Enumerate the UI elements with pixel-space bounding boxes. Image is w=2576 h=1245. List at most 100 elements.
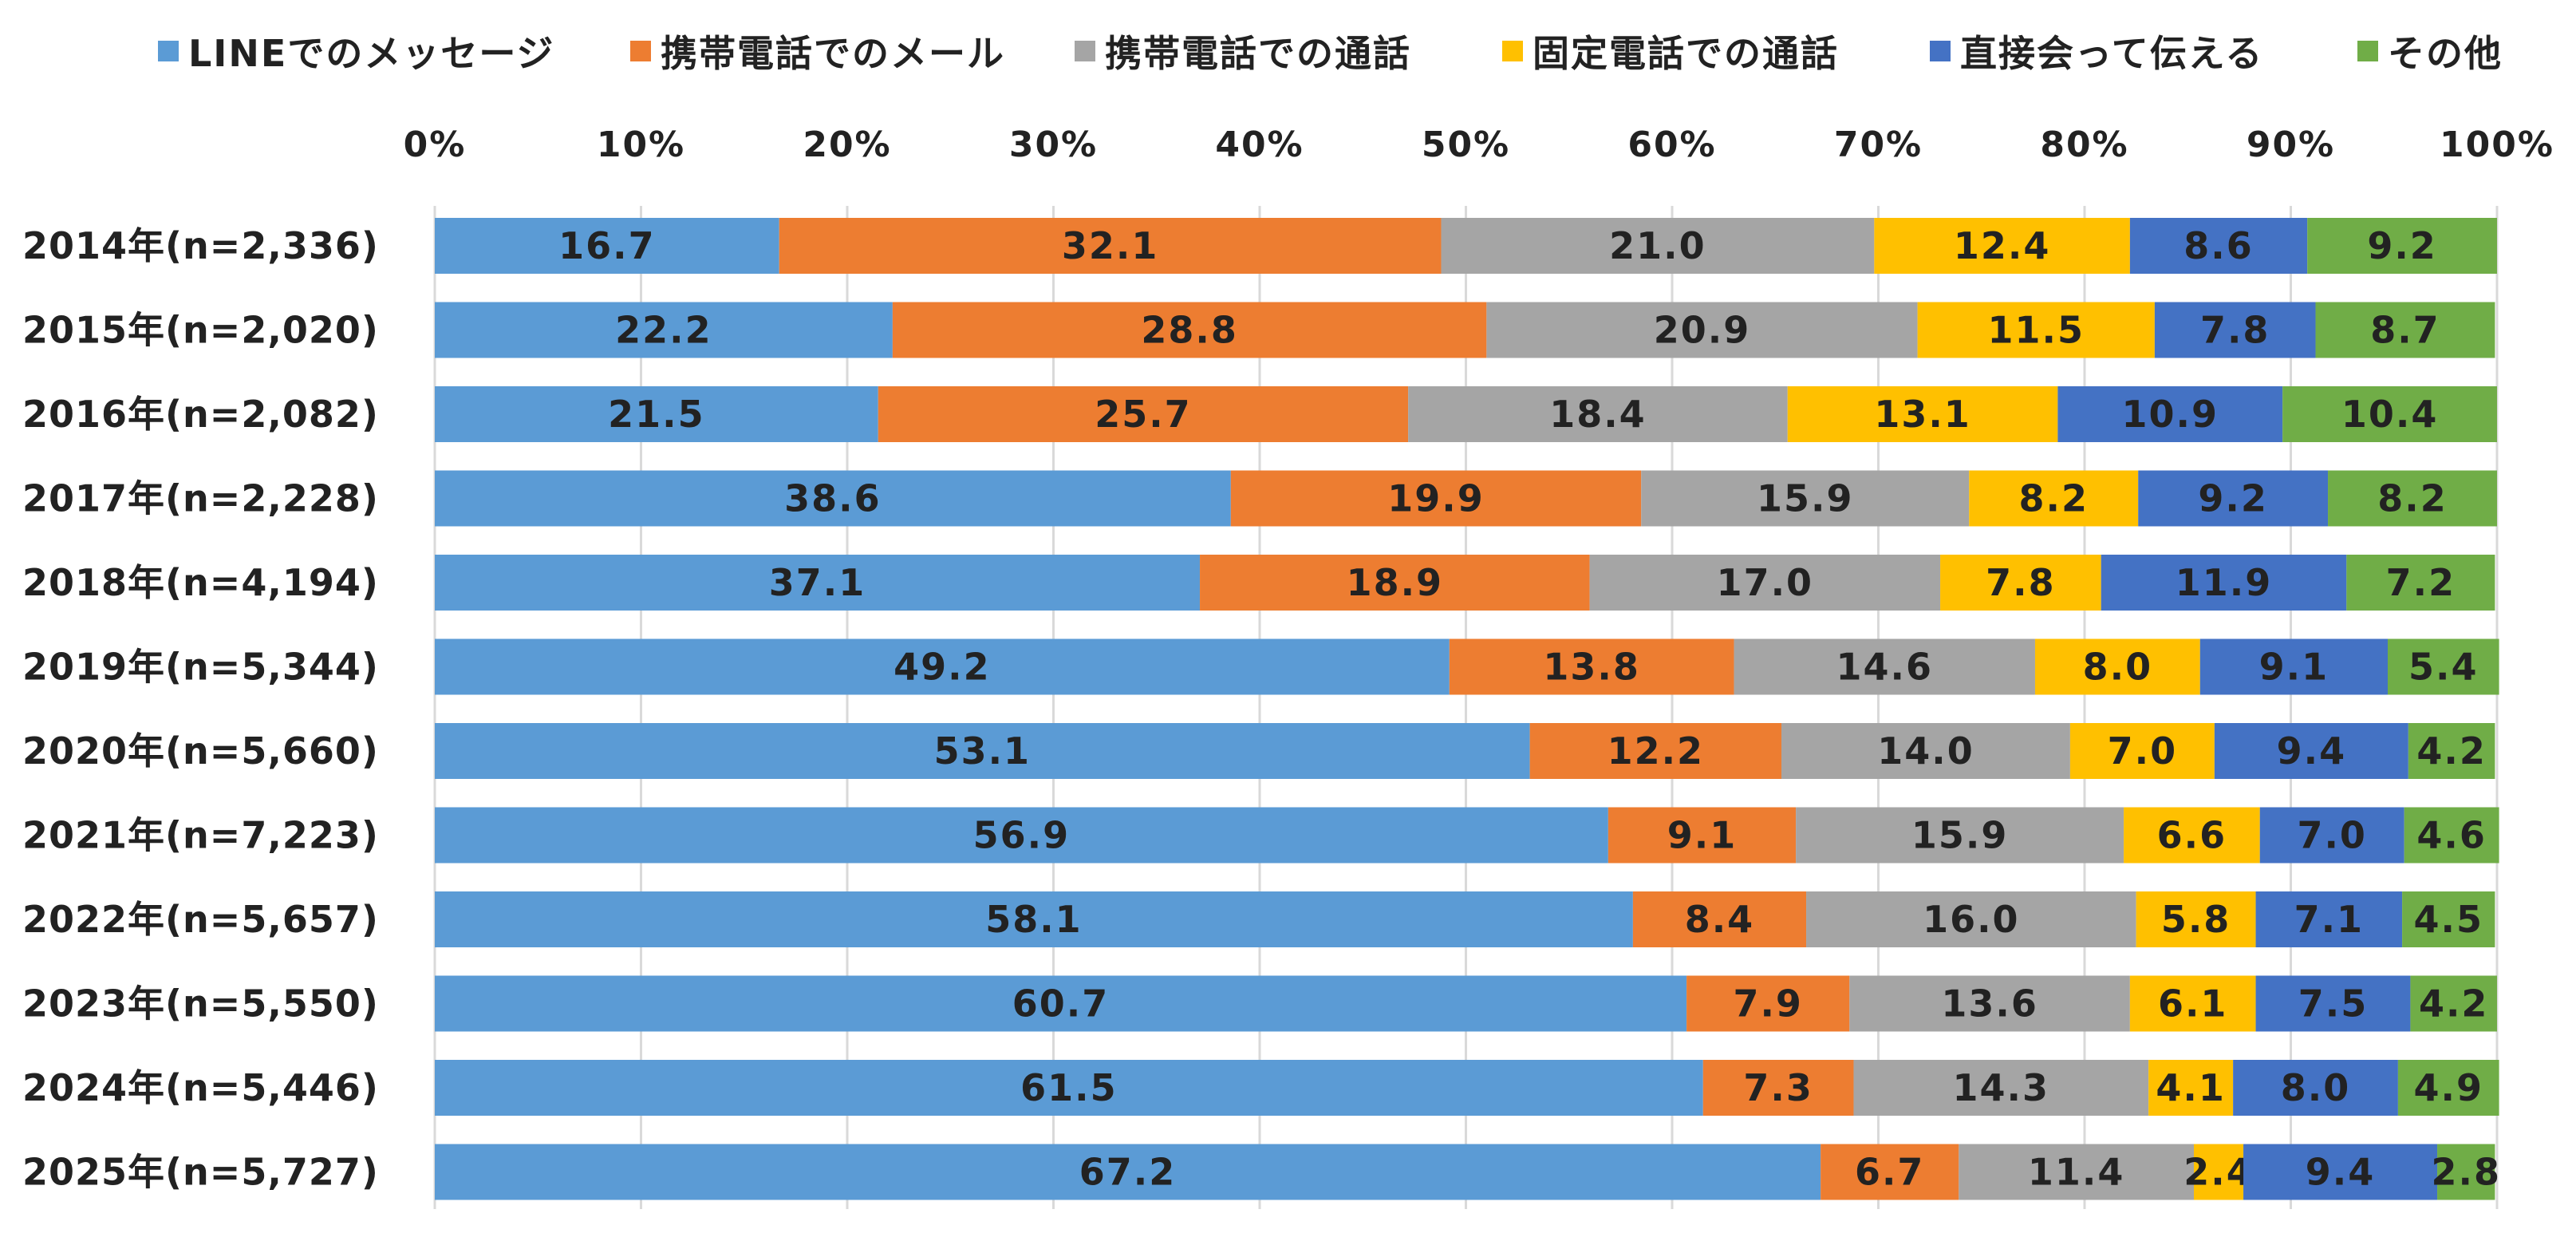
bar-segment (2129, 975, 2256, 1032)
bar-segment (2148, 1060, 2234, 1116)
data-label: 19.9 (1387, 477, 1485, 520)
bar-segment (435, 1144, 1821, 1200)
category-labels: 2014年(n=2,336) 2015年(n=2,020) 2016年(n=2,08… (22, 224, 379, 1194)
bar-segment (435, 302, 893, 358)
bar-segment (435, 470, 1231, 527)
data-label: 4.1 (2156, 1066, 2226, 1109)
legend-label: LINEでのメッセージ (188, 32, 554, 75)
bar-segment (435, 218, 779, 274)
x-tick-label: 60% (1627, 125, 1716, 165)
bar-segment (1853, 1060, 2149, 1116)
category-label: 2021年(n=7,223) (22, 814, 379, 857)
data-label: 21.5 (608, 393, 705, 436)
bar-segment (1608, 807, 1797, 864)
data-label: 7.1 (2294, 898, 2365, 941)
data-label: 9.1 (1667, 814, 1738, 857)
category-label: 2020年(n=5,660) (22, 729, 379, 773)
bar-segment (1917, 302, 2155, 358)
bar-segment (435, 807, 1608, 864)
legend: LINEでのメッセージ 携帯電話でのメール 携帯電話での通話 固定電話での通話 直接会っ… (158, 32, 2501, 75)
bar-segment (1641, 470, 1970, 527)
data-label: 60.7 (1012, 982, 1110, 1026)
bar-segment (2437, 1144, 2495, 1200)
bar-segment (1734, 638, 2035, 695)
category-label: 2016年(n=2,082) (22, 393, 379, 436)
bar-segment (2154, 302, 2316, 358)
data-label: 18.9 (1347, 561, 1444, 604)
bar-segment (1589, 555, 1941, 611)
data-label: 13.1 (1874, 393, 1971, 436)
bar-segment (2243, 1144, 2438, 1200)
data-label: 20.9 (1654, 309, 1751, 352)
data-label: 5.4 (2408, 646, 2479, 689)
bar-segment (1806, 891, 2136, 947)
bar-segment (2387, 638, 2499, 695)
data-label: 7.5 (2298, 982, 2369, 1026)
data-label: 14.6 (1836, 646, 1934, 689)
data-label: 10.9 (2122, 393, 2219, 436)
bar-segment (1849, 975, 2130, 1032)
legend-label: 携帯電話でのメール (661, 32, 1005, 75)
data-label: 11.5 (1988, 309, 2085, 352)
data-label: 7.0 (2108, 729, 2178, 773)
data-label: 8.0 (2281, 1066, 2351, 1109)
data-label: 58.1 (985, 898, 1083, 941)
data-label: 37.1 (769, 561, 866, 604)
bar-series: 16.7 32.1 21.0 12.4 8.6 9.2 22.2 28.8 20.9 11.5 7.… (435, 218, 2501, 1200)
bar-segment (435, 891, 1633, 947)
category-label: 2019年(n=5,344) (22, 646, 379, 689)
data-label: 4.9 (2414, 1066, 2484, 1109)
data-label: 38.6 (784, 477, 882, 520)
bar-segment (2255, 975, 2411, 1032)
bar-segment (435, 555, 1201, 611)
bar-segment (2255, 891, 2403, 947)
legend-swatch (630, 41, 651, 61)
bar-segment (1632, 891, 1807, 947)
data-label: 8.7 (2370, 309, 2440, 352)
data-label: 7.2 (2386, 561, 2456, 604)
legend-swatch (1502, 41, 1523, 61)
data-label: 15.9 (1757, 477, 1854, 520)
bar-segment (1230, 470, 1642, 527)
category-label: 2024年(n=5,446) (22, 1066, 379, 1109)
data-label: 25.7 (1095, 393, 1192, 436)
bar-segment (2307, 218, 2497, 274)
data-label: 4.5 (2414, 898, 2484, 941)
bar-segment (2259, 807, 2404, 864)
data-label: 7.8 (2200, 309, 2270, 352)
data-label: 12.4 (1954, 224, 2051, 267)
bar-segment (1449, 638, 1734, 695)
data-label: 8.0 (2083, 646, 2153, 689)
data-label: 17.0 (1717, 561, 1814, 604)
data-label: 16.0 (1923, 898, 2020, 941)
bar-segment (2069, 723, 2215, 779)
category-label: 2025年(n=5,727) (22, 1151, 379, 1194)
legend-label: 携帯電話での通話 (1105, 32, 1411, 75)
data-label: 8.4 (1685, 898, 1755, 941)
bar-segment (2138, 470, 2329, 527)
bar-segment (2315, 302, 2495, 358)
data-label: 21.0 (1609, 224, 1706, 267)
bar-segment (2408, 723, 2495, 779)
data-label: 2.8 (2431, 1151, 2501, 1194)
bar-segment (2194, 1144, 2244, 1200)
category-label: 2023年(n=5,550) (22, 982, 379, 1026)
legend-swatch (158, 41, 179, 61)
data-label: 4.2 (2419, 982, 2489, 1026)
bar-segment (2282, 386, 2497, 442)
bar-segment (2057, 386, 2283, 442)
bar-segment (2402, 891, 2495, 947)
bar-segment (1959, 1144, 2195, 1200)
x-tick-label: 50% (1422, 125, 1510, 165)
x-axis-tick-labels: 0% 10% 20% 30% 40% 50% 60% 70% 80% 90% 100% (404, 125, 2553, 165)
bar-segment (2410, 975, 2497, 1032)
data-label: 9.4 (2277, 729, 2347, 773)
data-label: 18.4 (1549, 393, 1647, 436)
data-label: 9.1 (2259, 646, 2329, 689)
bar-segment (2346, 555, 2495, 611)
legend-swatch (1930, 41, 1951, 61)
bar-segment (2328, 470, 2497, 527)
legend-label: 固定電話での通話 (1533, 32, 1839, 75)
data-label: 14.0 (1877, 729, 1974, 773)
bar-segment (892, 302, 1487, 358)
